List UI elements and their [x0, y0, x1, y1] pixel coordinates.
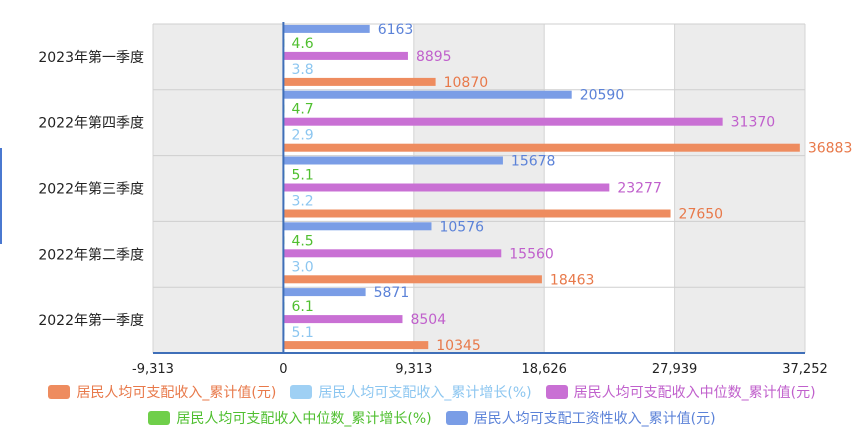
- category-label: 2023年第一季度: [38, 49, 144, 66]
- legend-item[interactable]: 居民人均可支配收入_累计增长(%): [290, 382, 532, 402]
- legend-item[interactable]: 居民人均可支配工资性收入_累计值(元): [445, 408, 716, 428]
- data-label: 18463: [550, 272, 595, 288]
- category-label: 2022年第一季度: [38, 312, 144, 329]
- bar: [283, 77, 436, 86]
- legend-swatch: [48, 385, 71, 399]
- bar: [283, 341, 429, 350]
- bar: [283, 117, 723, 126]
- data-label: 20590: [580, 88, 625, 104]
- legend-label: 居民人均可支配工资性收入_累计值(元): [473, 411, 716, 427]
- data-label: 15560: [509, 246, 554, 262]
- data-label: 5.1: [291, 168, 313, 184]
- axes: [153, 22, 805, 354]
- x-tick-label: 27,939: [652, 362, 698, 377]
- data-label: 6163: [378, 22, 414, 38]
- legend-swatch: [545, 385, 568, 399]
- data-label: 2.9: [291, 128, 313, 144]
- legend-row-2: 居民人均可支配收入中位数_累计增长(%) 居民人均可支配工资性收入_累计值(元): [0, 405, 864, 431]
- bar: [283, 288, 366, 297]
- data-label: 23277: [617, 181, 662, 197]
- x-tick-label: 9,313: [395, 362, 432, 377]
- left-accent-bar: [0, 148, 2, 244]
- legend-label: 居民人均可支配收入_累计值(元): [76, 385, 277, 401]
- data-label: 15678: [511, 154, 556, 170]
- x-tick-label: 37,252: [782, 362, 828, 377]
- plot-band: [153, 24, 284, 353]
- plot-band: [674, 24, 805, 353]
- x-tick-label: 0: [279, 362, 287, 377]
- bar: [283, 51, 408, 60]
- data-label: 27650: [679, 207, 724, 223]
- legend: 居民人均可支配收入_累计值(元) 居民人均可支配收入_累计增长(%) 居民人均可支配…: [0, 379, 864, 431]
- bar: [283, 209, 671, 218]
- category-label: 2022年第四季度: [38, 115, 144, 132]
- data-label: 6.1: [291, 299, 313, 315]
- bars: 6163 4.6 8895 3.8 10870 20590 4.7 31370 2.9 36883…: [283, 22, 852, 354]
- x-tick-label: 18,626: [521, 362, 567, 377]
- legend-item[interactable]: 居民人均可支配收入中位数_累计增长(%): [148, 408, 432, 428]
- legend-label: 居民人均可支配收入_累计增长(%): [318, 385, 532, 401]
- bar: [283, 222, 432, 231]
- data-label: 3.2: [291, 194, 313, 210]
- bar: [283, 275, 542, 284]
- data-label: 4.7: [291, 102, 313, 118]
- data-label: 3.0: [291, 259, 313, 275]
- legend-swatch: [445, 411, 468, 425]
- legend-row-1: 居民人均可支配收入_累计值(元) 居民人均可支配收入_累计增长(%) 居民人均可支配…: [0, 379, 864, 405]
- legend-item[interactable]: 居民人均可支配收入_累计值(元): [48, 382, 276, 402]
- bar: [283, 315, 403, 324]
- bar: [283, 249, 502, 258]
- x-tick-label: -9,313: [132, 362, 174, 377]
- legend-swatch: [290, 385, 313, 399]
- legend-label: 居民人均可支配收入中位数_累计增长(%): [176, 411, 432, 427]
- data-label: 4.6: [291, 36, 313, 52]
- legend-label: 居民人均可支配收入中位数_累计值(元): [573, 385, 816, 401]
- data-label: 10576: [439, 219, 484, 235]
- data-label: 8504: [410, 312, 446, 328]
- category-labels: 2023年第一季度 2022年第四季度 2022年第三季度 2022年第二季度 2022…: [38, 49, 144, 329]
- bar: [283, 156, 503, 165]
- legend-item[interactable]: 居民人均可支配收入中位数_累计值(元): [545, 382, 816, 402]
- data-label: 8895: [416, 49, 452, 65]
- data-label: 31370: [731, 115, 776, 131]
- tick-labels: -9,313 0 9,313 18,626 27,939 37,252: [132, 362, 828, 377]
- bar: [283, 24, 370, 33]
- bar: [283, 143, 800, 152]
- data-label: 10870: [444, 75, 489, 91]
- legend-swatch: [148, 411, 171, 425]
- data-label: 5871: [374, 285, 410, 301]
- category-label: 2022年第二季度: [38, 246, 144, 263]
- data-label: 10345: [436, 338, 481, 354]
- bar: [283, 90, 572, 99]
- bar: [283, 183, 610, 192]
- data-label: 5.1: [291, 325, 313, 341]
- data-label: 36883: [808, 141, 853, 157]
- category-label: 2022年第三季度: [38, 181, 144, 198]
- data-label: 4.5: [291, 233, 313, 249]
- bar-chart: 2023年第一季度 2022年第四季度 2022年第三季度 2022年第二季度 2022…: [38, 22, 852, 377]
- data-label: 3.8: [291, 62, 313, 78]
